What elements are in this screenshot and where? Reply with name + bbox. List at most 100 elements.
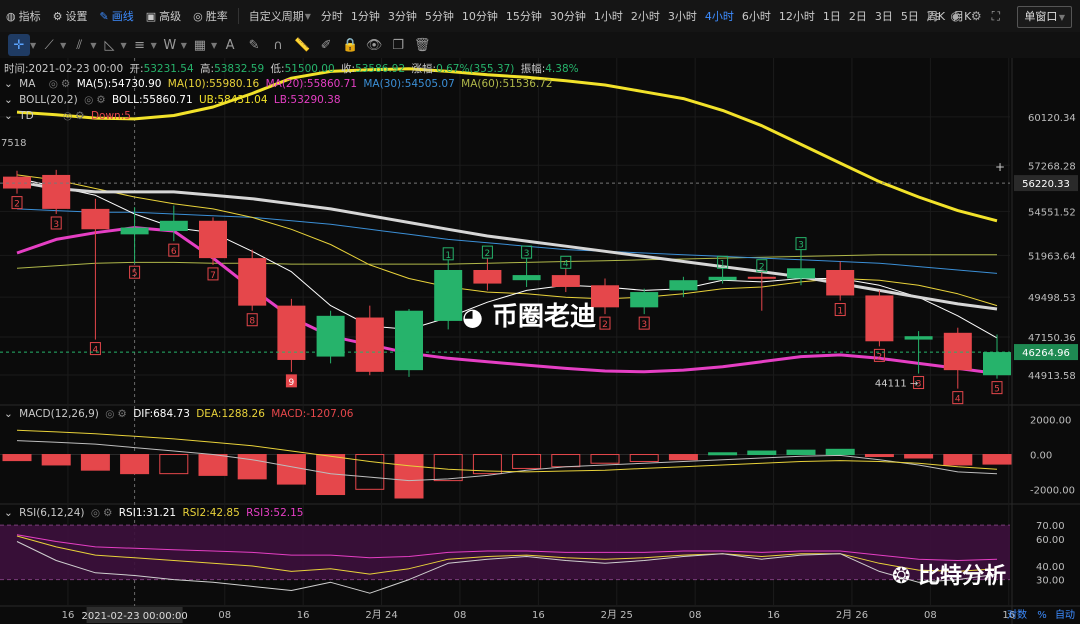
chevron-down-icon[interactable]: ▼ xyxy=(30,40,37,50)
eye-icon[interactable]: ◎ xyxy=(105,408,115,420)
custom-period-button[interactable]: 自定义周期 ▼ xyxy=(243,0,317,32)
boll-lb-value: LB:53290.38 xyxy=(273,94,341,106)
period-tab[interactable]: 4小时 xyxy=(704,10,734,23)
ma30-value: MA(30):54505.07 xyxy=(363,78,455,90)
text-tool-icon[interactable]: A xyxy=(225,37,235,53)
refresh-interval[interactable]: 2s xyxy=(926,9,941,23)
axis-mode-button[interactable]: % xyxy=(1037,610,1047,621)
axis-mode-button[interactable]: 自动 xyxy=(1055,608,1075,621)
gear-icon[interactable]: ⚙ xyxy=(75,110,85,122)
period-tab[interactable]: 3分钟 xyxy=(387,10,417,23)
price-chart[interactable]: 2 3 4 5 6 7 8 9 1 2 3 4 3 2 1 2 3 1 2 3 4 5 44111 → 7518 60120.3… xyxy=(0,58,1080,624)
chevron-down-icon[interactable]: ⌄ xyxy=(4,408,13,420)
magnet-tool-icon[interactable]: ∩ xyxy=(273,37,283,53)
topbar-item-3[interactable]: ▣ 高级 xyxy=(140,0,187,32)
td-label: 3 xyxy=(50,216,62,230)
fullscreen-icon[interactable]: ⛶ xyxy=(991,8,1000,23)
ruler-tool-icon[interactable]: 📏 xyxy=(294,37,311,53)
macd-histogram-bar xyxy=(120,454,150,475)
macd-histogram-bar xyxy=(159,454,189,475)
trendline-tool-icon[interactable]: ⟋ xyxy=(44,37,54,53)
crosshair-tool-icon[interactable]: ✛ xyxy=(8,34,30,56)
price-axis-tick: 49498.53 xyxy=(1028,293,1076,304)
period-tab[interactable]: 6小时 xyxy=(741,10,771,23)
price-tag-text: 56220.33 xyxy=(1022,179,1070,190)
boll-ub-line xyxy=(16,67,998,223)
chevron-down-icon[interactable]: ▼ xyxy=(60,40,67,50)
td-label: 2 xyxy=(756,259,768,273)
macd-histogram-bar xyxy=(864,454,894,458)
candle xyxy=(826,261,855,301)
delete-tool-icon[interactable]: 🗑 xyxy=(413,37,431,53)
eye-tool-icon[interactable]: 👁 xyxy=(365,37,383,53)
triangle-tool-icon[interactable]: ◺ xyxy=(104,37,115,53)
period-tab[interactable]: 10分钟 xyxy=(461,10,498,23)
chevron-down-icon[interactable]: ⌄ xyxy=(4,110,13,122)
period-tab[interactable]: 12小时 xyxy=(778,10,815,23)
gear-icon[interactable]: ⚙ xyxy=(60,78,71,90)
period-tab[interactable]: 1小时 xyxy=(593,10,623,23)
time-axis-tick: 16 xyxy=(1002,610,1015,621)
fibonacci-tool-icon[interactable]: ≡ xyxy=(134,37,146,53)
macd-histogram-bar xyxy=(708,452,738,456)
topbar-item-4[interactable]: ◎ 胜率 xyxy=(187,0,234,32)
eye-icon[interactable]: ◎ xyxy=(90,507,100,519)
chevron-down-icon: ▼ xyxy=(304,11,311,21)
period-tab[interactable]: 1日 xyxy=(822,10,841,23)
period-tab[interactable]: 分时 xyxy=(320,10,343,23)
period-tab[interactable]: 15分钟 xyxy=(505,10,542,23)
eye-icon[interactable]: ◎ xyxy=(48,78,58,90)
rsi-axis-tick: 40.00 xyxy=(1036,562,1065,573)
period-tab[interactable]: 3小时 xyxy=(667,10,697,23)
chevron-down-icon[interactable]: ⌄ xyxy=(4,78,13,90)
pencil-tool-icon[interactable]: ✐ xyxy=(320,37,332,53)
period-tab[interactable]: 周K xyxy=(926,10,946,23)
window-mode-select[interactable]: 单窗口 ▼ xyxy=(1017,6,1072,28)
note-tool-icon[interactable]: ✎ xyxy=(248,37,260,53)
lock-tool-icon[interactable]: 🔒 xyxy=(342,37,359,53)
period-tab[interactable]: 2日 xyxy=(848,10,867,23)
topbar-item-2[interactable]: ✎ 画线 xyxy=(93,0,139,32)
gear-icon[interactable]: ⚙ xyxy=(96,94,106,106)
grid-tool-icon[interactable]: ▦ xyxy=(193,37,207,53)
td-label-text: 1 xyxy=(720,259,726,269)
period-tab[interactable]: 2小时 xyxy=(630,10,660,23)
wave-tool-icon[interactable]: W xyxy=(163,37,177,53)
candle-body xyxy=(708,276,737,281)
eye-icon[interactable]: ◎ xyxy=(84,94,94,106)
chevron-down-icon[interactable]: ▼ xyxy=(210,40,218,50)
topbar-item-1[interactable]: ⚙ 设置 xyxy=(47,0,94,32)
candle-body xyxy=(434,269,463,321)
chevron-down-icon[interactable]: ▼ xyxy=(120,40,127,50)
chevron-down-icon[interactable]: ▼ xyxy=(150,40,157,50)
gear-icon[interactable]: ⚙ xyxy=(117,408,127,420)
td-label-text: 9 xyxy=(289,378,295,388)
chevron-down-icon[interactable]: ⌄ xyxy=(4,507,13,519)
parallel-channel-tool-icon[interactable]: ⫽ xyxy=(76,37,83,53)
chevron-down-icon[interactable]: ▼ xyxy=(180,40,187,50)
period-tab[interactable]: 5分钟 xyxy=(424,10,454,23)
gear-icon[interactable]: ⚙ xyxy=(970,9,982,23)
period-tab[interactable]: 3日 xyxy=(874,10,893,23)
eye-icon[interactable]: ◎ xyxy=(63,110,73,122)
td-label-box xyxy=(560,255,572,269)
copy-tool-icon[interactable]: ❐ xyxy=(392,37,404,53)
period-tab[interactable]: 月K xyxy=(953,10,972,23)
td-label: 4 xyxy=(952,391,964,405)
candle-body xyxy=(826,269,855,296)
candle-body xyxy=(120,227,149,235)
chevron-down-icon[interactable]: ⌄ xyxy=(4,94,13,106)
chevron-down-icon[interactable]: ▼ xyxy=(90,40,97,50)
period-tab[interactable]: 1分钟 xyxy=(350,10,380,23)
camera-icon[interactable]: ◉ xyxy=(950,9,961,23)
gear-icon[interactable]: ⚙ xyxy=(103,507,113,519)
candle xyxy=(787,249,815,286)
time-axis-tick: 16 xyxy=(297,610,310,621)
period-tab[interactable]: 30分钟 xyxy=(549,10,586,23)
td-label-box xyxy=(717,255,729,269)
price-axis-tick: 47150.36 xyxy=(1028,333,1076,344)
period-tab[interactable]: 5日 xyxy=(900,10,919,23)
candle-body xyxy=(395,310,423,371)
axis-mode-button[interactable]: 对数 xyxy=(1007,608,1027,621)
topbar-item-0[interactable]: ◍ 指标 xyxy=(0,0,47,32)
